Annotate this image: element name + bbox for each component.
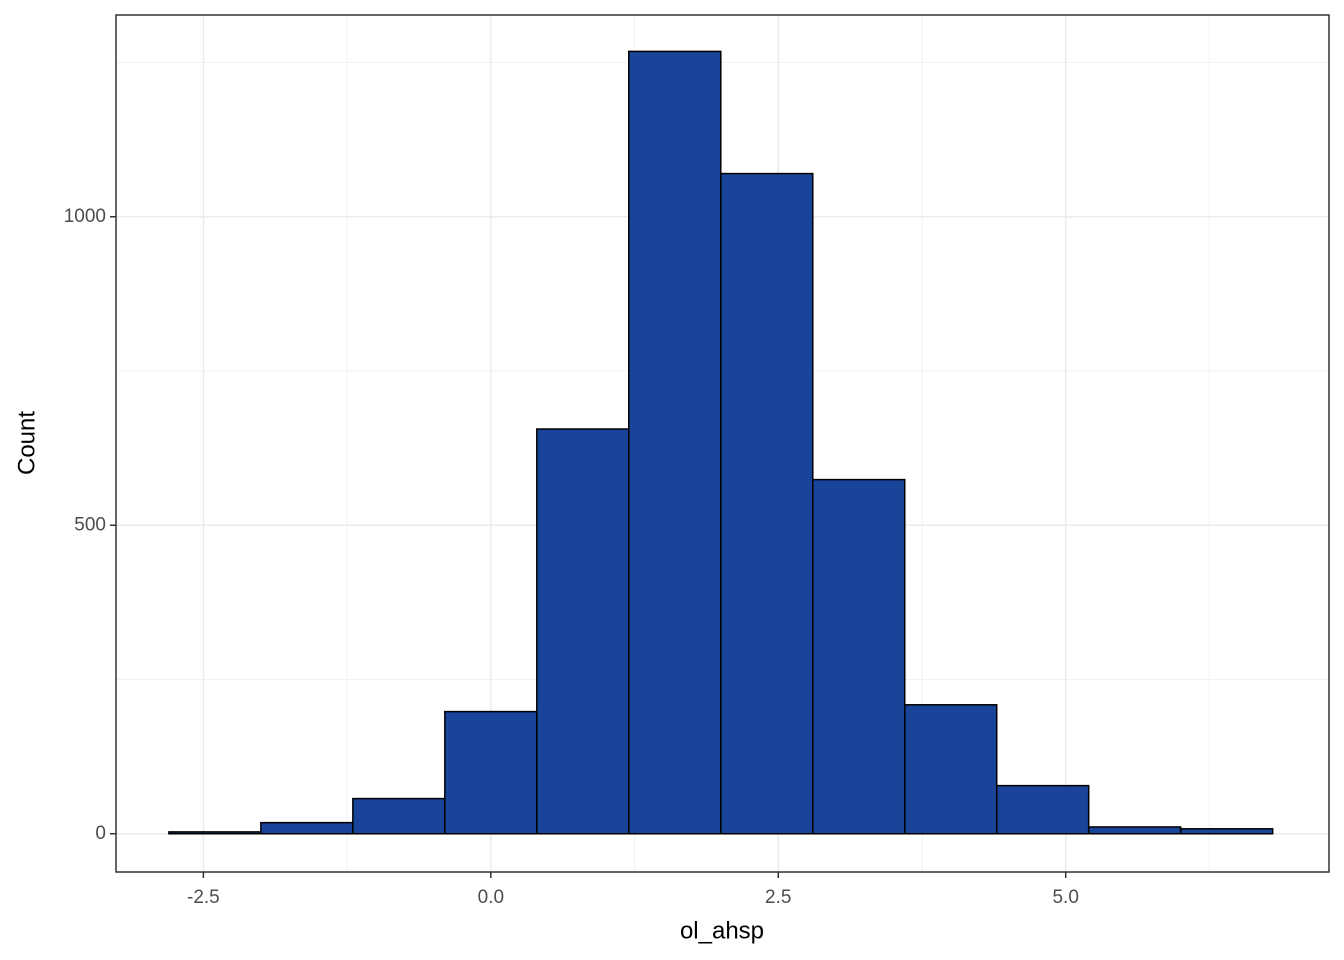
y-tick-label: 1000 — [64, 206, 106, 227]
bar — [720, 172, 814, 835]
bar — [628, 50, 722, 835]
bar — [260, 821, 354, 835]
bar — [812, 478, 906, 835]
bar — [903, 704, 998, 835]
bar — [1179, 828, 1274, 835]
x-tick-label: -2.5 — [187, 887, 220, 908]
y-axis-label: Count — [13, 411, 40, 475]
x-tick-label: 5.0 — [1052, 887, 1078, 908]
bar — [352, 797, 446, 835]
y-tick-label: 500 — [74, 514, 106, 535]
bar — [444, 710, 538, 835]
x-tick-label: 2.5 — [765, 887, 791, 908]
y-tick-label: 0 — [95, 823, 106, 844]
x-axis-label: ol_ahsp — [680, 917, 764, 944]
bar — [1087, 826, 1182, 835]
x-tick-label: 0.0 — [478, 887, 504, 908]
bar — [995, 784, 1090, 835]
bar — [168, 831, 262, 835]
bar — [536, 428, 630, 835]
panel-border — [115, 14, 1330, 873]
